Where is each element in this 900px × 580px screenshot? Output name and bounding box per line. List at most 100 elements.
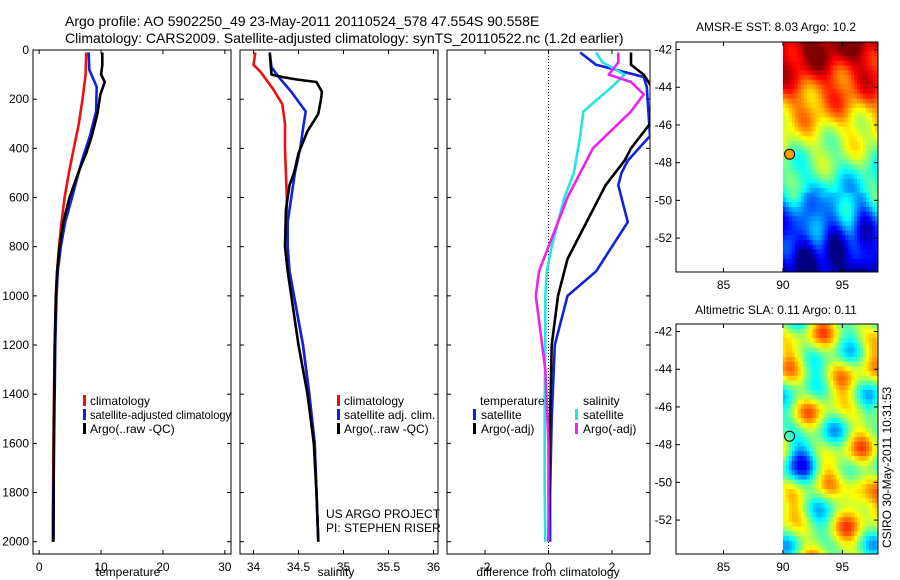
heatmap-cell <box>875 522 878 528</box>
heatmap-cell <box>794 122 799 128</box>
heatmap-cell <box>815 451 820 457</box>
heatmap-cell <box>869 456 873 462</box>
heatmap-cell <box>827 347 832 353</box>
heatmap-cell <box>875 456 878 462</box>
heatmap-cell <box>803 235 808 241</box>
heatmap-cell <box>842 550 846 554</box>
heatmap-cell <box>854 437 858 443</box>
heatmap-cell <box>866 432 870 438</box>
heatmap-cell <box>809 122 814 128</box>
heatmap-cell <box>839 512 843 518</box>
heatmap-cell <box>860 268 864 272</box>
heatmap-cell <box>785 117 790 123</box>
heatmap-cell <box>785 258 790 265</box>
heatmap-cell <box>812 60 817 67</box>
heatmap-cell <box>857 84 861 90</box>
heatmap-cell <box>818 324 823 330</box>
heatmap-cell <box>845 235 849 241</box>
heatmap-cell <box>818 216 823 222</box>
lat-tick-label: -42 <box>655 325 673 339</box>
heatmap-cell <box>800 550 805 554</box>
heatmap-cell <box>824 456 829 462</box>
heatmap-cell <box>830 108 835 114</box>
heatmap-cell <box>827 352 832 358</box>
heatmap-cell <box>845 470 849 476</box>
heatmap-cell <box>800 225 805 232</box>
heatmap-cell <box>815 89 820 95</box>
heatmap-cell <box>827 522 832 528</box>
heatmap-cell <box>803 211 808 217</box>
heatmap-cell <box>815 108 820 114</box>
heatmap-cell <box>827 526 832 532</box>
heatmap-cell <box>815 361 820 367</box>
heatmap-cell <box>821 60 826 67</box>
heatmap-cell <box>848 479 852 485</box>
heatmap-cell <box>851 484 855 490</box>
heatmap-cell <box>863 357 867 363</box>
heatmap-cell <box>872 159 876 166</box>
heatmap-cell <box>845 244 849 250</box>
heatmap-cell <box>833 98 837 104</box>
heatmap-cell <box>875 493 878 499</box>
heatmap-cell <box>830 437 835 443</box>
heatmap-cell <box>833 418 837 424</box>
heatmap-cell <box>869 131 873 137</box>
heatmap-cell <box>866 540 870 547</box>
heatmap-cell <box>812 413 817 419</box>
heatmap-cell <box>854 122 858 128</box>
heatmap-cell <box>815 84 820 90</box>
heatmap-cell <box>830 112 835 118</box>
heatmap-cell <box>788 136 793 142</box>
heatmap-cell <box>818 361 823 367</box>
heatmap-cell <box>872 404 876 410</box>
heatmap-cell <box>866 42 870 48</box>
heatmap-cell <box>833 545 837 551</box>
heatmap-cell <box>833 70 837 76</box>
salinity-x-label: salinity <box>318 565 355 579</box>
heatmap-cell <box>866 545 870 551</box>
heatmap-cell <box>818 122 823 128</box>
heatmap-cell <box>800 216 805 222</box>
heatmap-cell <box>809 197 814 203</box>
heatmap-cell <box>827 413 832 419</box>
heatmap-cell <box>806 390 811 396</box>
heatmap-cell <box>872 394 876 400</box>
heatmap-cell <box>836 141 840 147</box>
heatmap-cell <box>797 357 802 363</box>
heatmap-cell <box>791 526 796 532</box>
heatmap-cell <box>809 418 814 424</box>
heatmap-cell <box>824 56 829 62</box>
heatmap-cell <box>791 141 796 147</box>
heatmap-cell <box>827 216 832 222</box>
heatmap-cell <box>800 169 805 175</box>
heatmap-cell <box>866 333 870 339</box>
heatmap-cell <box>812 141 817 147</box>
heatmap-cell <box>836 93 840 100</box>
heatmap-cell <box>851 338 855 344</box>
heatmap-cell <box>875 126 878 133</box>
heatmap-cell <box>848 202 852 208</box>
heatmap-cell <box>815 404 820 410</box>
heatmap-cell <box>872 211 876 217</box>
heatmap-cell <box>830 413 835 419</box>
heatmap-cell <box>857 460 861 466</box>
heatmap-cell <box>860 126 864 133</box>
heatmap-cell <box>797 324 802 330</box>
heatmap-cell <box>866 221 870 227</box>
heatmap-cell <box>854 479 858 485</box>
heatmap-cell <box>794 394 799 400</box>
heatmap-cell <box>821 84 826 90</box>
heatmap-cell <box>866 254 870 260</box>
heatmap-cell <box>794 474 799 481</box>
heatmap-cell <box>860 79 864 85</box>
heatmap-cell <box>800 366 805 372</box>
heatmap-cell <box>809 202 814 208</box>
heatmap-cell <box>848 545 852 551</box>
heatmap-cell <box>812 503 817 509</box>
heatmap-cell <box>851 169 855 175</box>
heatmap-cell <box>860 338 864 344</box>
heatmap-cell <box>809 493 814 499</box>
heatmap-cell <box>824 366 829 372</box>
heatmap-cell <box>791 244 796 250</box>
